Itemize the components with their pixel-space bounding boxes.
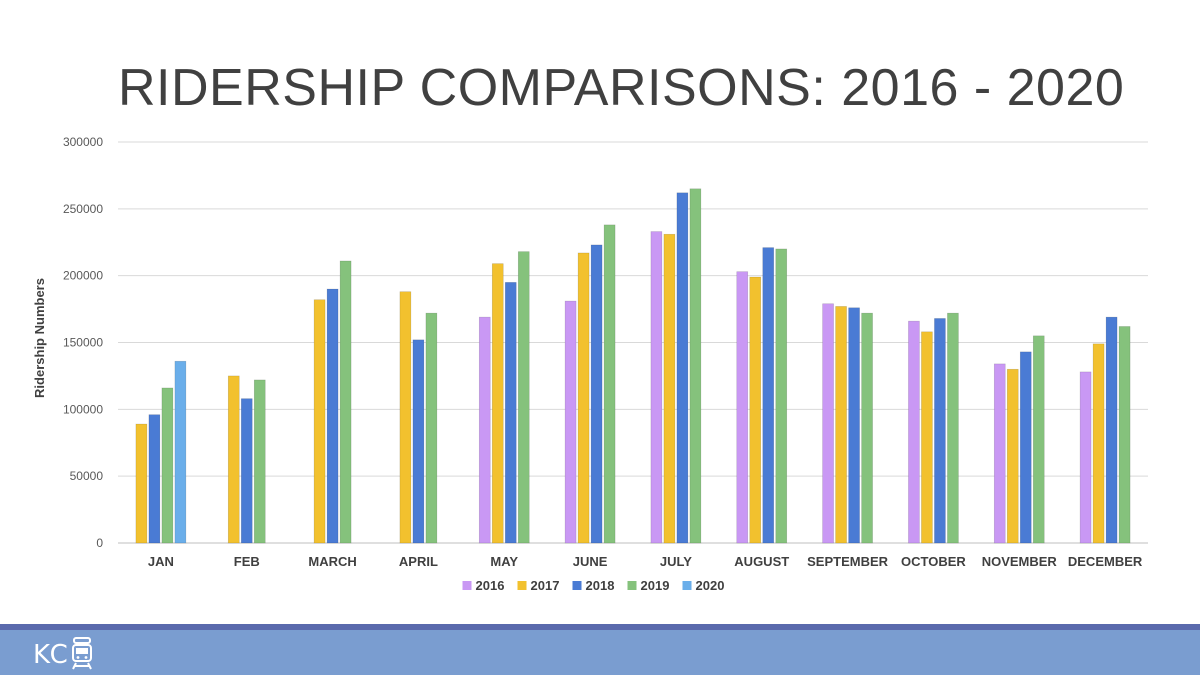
bar-november-2017 [1006,368,1019,544]
legend-label-2019: 2019 [641,578,670,593]
bar-october-2019 [947,312,959,544]
x-axis-ticks: JAN FEB MARCH APRIL MAY JUNE JULY AUGUST SEPTEMB… [148,554,1143,569]
y-tick-label: 150000 [63,336,103,350]
y-tick-label: 100000 [63,402,103,416]
bar-july-2017 [663,233,676,544]
bar-may-2018 [504,282,517,544]
legend-swatch-2017 [517,581,527,590]
y-tick-label: 250000 [63,202,103,216]
bar-jan-2020 [174,360,187,544]
bar-feb-2017 [227,375,240,544]
bar-feb-2019 [253,379,266,544]
bar-may-2016 [478,316,491,544]
x-tick-label: DECEMBER [1068,554,1143,569]
legend: 2016 2017 2018 2019 2020 [462,578,725,593]
x-tick-label: MARCH [308,554,356,569]
x-tick-label: OCTOBER [901,554,966,569]
x-tick-label: MAY [490,554,518,569]
bar-march-2018 [326,288,339,544]
y-tick-label: 200000 [63,269,103,283]
y-axis-label: Ridership Numbers [32,278,47,398]
x-tick-label: JUNE [573,554,608,569]
bar-june-2018 [590,244,603,544]
bar-november-2018 [1019,351,1032,544]
bar-june-2017 [577,252,590,544]
legend-swatch-2019 [627,581,637,590]
brand-logo: KC [33,636,93,674]
bar-august-2017 [749,276,762,544]
bar-august-2016 [736,271,749,544]
y-tick-label: 0 [96,536,103,550]
footer-band [0,630,1200,675]
y-tick-label: 50000 [70,469,104,483]
bar-april-2018 [412,339,425,544]
bar-march-2017 [313,299,326,544]
bar-october-2017 [921,331,933,544]
bar-may-2019 [517,251,530,544]
x-tick-label: FEB [234,554,260,569]
x-tick-label: APRIL [399,554,438,569]
x-tick-label: SEPTEMBER [807,554,889,569]
x-tick-label: NOVEMBER [982,554,1058,569]
bar-july-2016 [650,231,663,544]
bar-jan-2017 [135,423,148,544]
legend-label-2017: 2017 [531,578,560,593]
legend-swatch-2020 [682,581,692,590]
bar-november-2016 [993,363,1006,544]
bar-jan-2018 [148,414,161,544]
x-tick-label: AUGUST [734,554,789,569]
bar-august-2018 [762,247,775,544]
bar-feb-2018 [240,398,253,544]
streetcar-icon [71,636,93,675]
slide-title: RIDERSHIP COMPARISONS: 2016 - 2020 [118,59,1125,117]
logo-text: KC [33,640,69,670]
bar-september-2018 [848,307,860,544]
bar-september-2017 [835,306,847,544]
footer-stripe [0,624,1200,630]
y-axis-ticks: 0 50000 100000 150000 200000 250000 300000 [63,135,103,550]
legend-label-2020: 2020 [696,578,725,593]
bar-may-2017 [491,263,504,544]
bar-october-2018 [934,318,946,544]
bar-september-2019 [861,312,873,544]
legend-label-2016: 2016 [476,578,505,593]
bar-august-2019 [775,248,788,544]
x-tick-label: JULY [660,554,692,569]
bar-september-2016 [822,303,834,544]
legend-swatch-2016 [462,581,472,590]
y-tick-label: 300000 [63,135,103,149]
legend-label-2018: 2018 [586,578,615,593]
bars [135,188,1131,544]
legend-swatch-2018 [572,581,582,590]
bar-july-2018 [676,192,689,544]
bar-april-2017 [399,291,412,544]
bar-june-2016 [564,300,577,544]
bar-april-2019 [425,312,438,544]
ridership-bar-chart: 0 50000 100000 150000 200000 250000 300000 JAN… [32,135,1148,593]
bar-december-2019 [1118,326,1131,544]
bar-december-2018 [1105,316,1118,544]
gridlines [118,141,1148,544]
bar-march-2019 [339,260,352,544]
bar-november-2019 [1032,335,1045,544]
bar-december-2016 [1079,371,1092,544]
bar-jan-2019 [161,387,174,544]
bar-december-2017 [1092,343,1105,544]
bar-july-2019 [689,188,702,544]
bar-october-2016 [908,320,920,544]
bar-june-2019 [603,224,616,544]
x-tick-label: JAN [148,554,174,569]
